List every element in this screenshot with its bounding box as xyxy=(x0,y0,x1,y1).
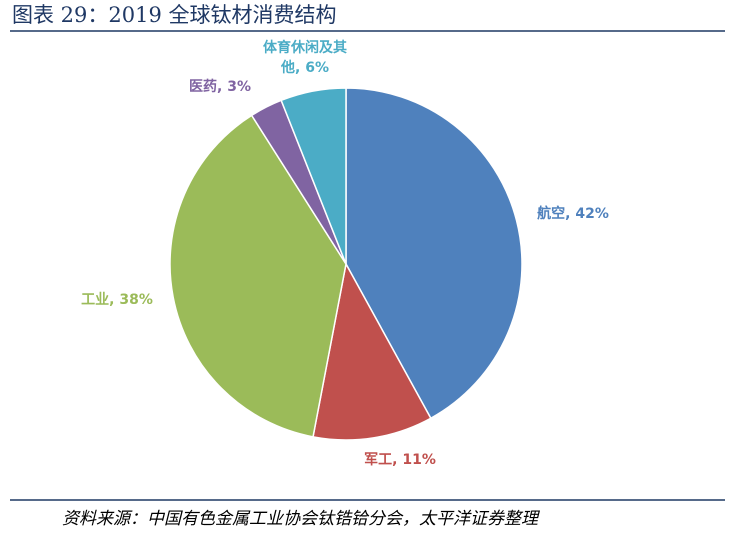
chart-title: 图表 29：2019 全球钛材消费结构 xyxy=(12,3,337,27)
source-note: 资料来源：中国有色金属工业协会钛锆铪分会，太平洋证券整理 xyxy=(62,509,540,529)
slice-label: 医药, 3% xyxy=(189,79,251,95)
pie-slice xyxy=(280,87,347,265)
slice-label: 体育休闲及其他, 6% xyxy=(263,40,347,76)
pie-slice xyxy=(345,87,523,420)
slice-label: 航空, 42% xyxy=(537,206,609,222)
slice-label: 工业, 38% xyxy=(81,292,153,308)
slice-label: 军工, 11% xyxy=(364,452,436,468)
pie-slice xyxy=(312,261,432,441)
